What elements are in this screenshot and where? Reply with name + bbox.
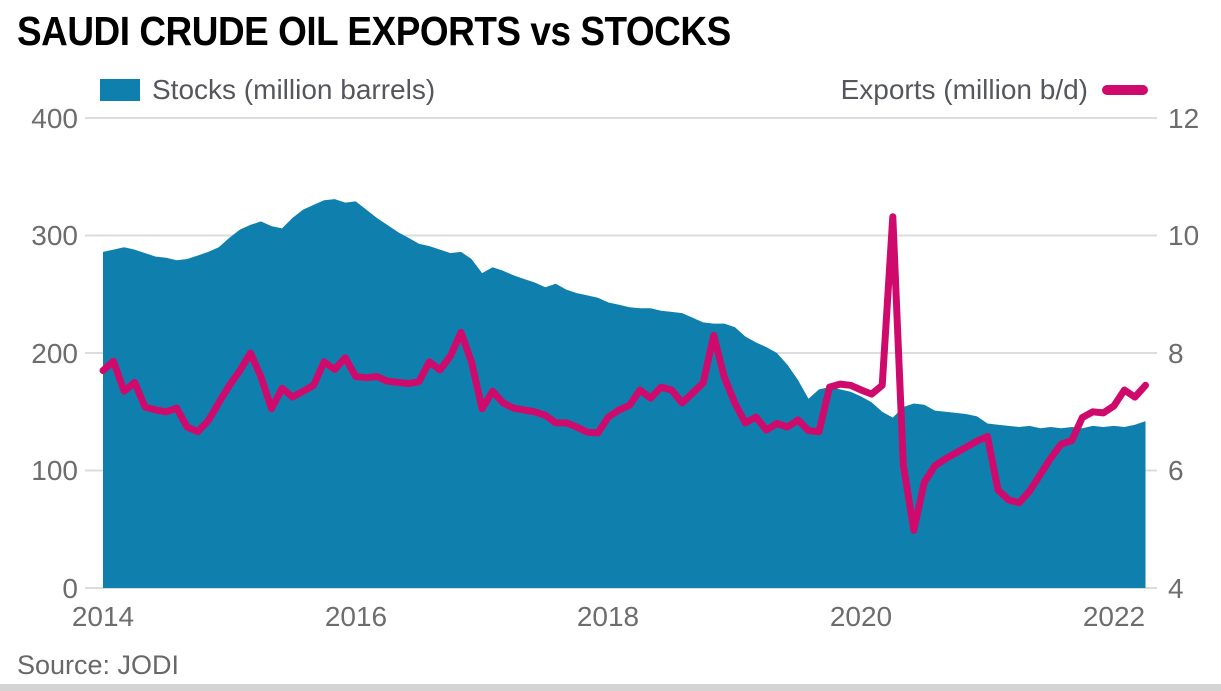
- y-right-tick-4: 4: [1168, 573, 1184, 604]
- y-left-tick-200: 200: [31, 338, 78, 369]
- x-tick-2016: 2016: [324, 601, 388, 632]
- y-left-tick-400: 400: [31, 103, 78, 134]
- exports-legend-label: Exports (million b/d): [840, 74, 1088, 105]
- chart-title: SAUDI CRUDE OIL EXPORTS vs STOCKS: [17, 8, 731, 54]
- x-tick-2018: 2018: [576, 601, 640, 632]
- legend: Stocks (million barrels) Exports (millio…: [0, 74, 1221, 106]
- y-right-tick-8: 8: [1168, 338, 1184, 369]
- x-tick-2014: 2014: [71, 601, 135, 632]
- stocks-legend-label: Stocks (million barrels): [152, 74, 436, 105]
- y-right-tick-6: 6: [1168, 455, 1184, 486]
- exports-swatch-icon: [1102, 85, 1148, 95]
- legend-stocks: Stocks (million barrels): [100, 74, 435, 106]
- y-right-tick-10: 10: [1168, 220, 1200, 251]
- x-tick-2020: 2020: [829, 601, 893, 632]
- source-note: Source: JODI: [17, 650, 180, 680]
- bottom-divider: [0, 684, 1221, 691]
- stocks-swatch-icon: [100, 79, 140, 101]
- legend-exports: Exports (million b/d): [841, 74, 1148, 106]
- y-left-tick-100: 100: [31, 455, 78, 486]
- y-right-tick-12: 12: [1168, 103, 1200, 134]
- y-left-tick-300: 300: [31, 220, 78, 251]
- x-tick-2022: 2022: [1082, 601, 1146, 632]
- y-left-tick-0: 0: [62, 573, 78, 604]
